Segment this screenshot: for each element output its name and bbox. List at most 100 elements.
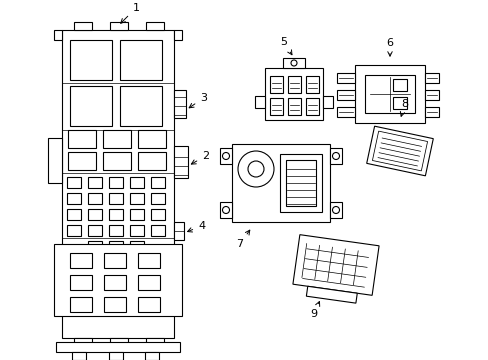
Bar bbox=[67, 177, 81, 188]
Bar bbox=[130, 241, 143, 252]
Bar bbox=[103, 130, 131, 148]
Bar bbox=[269, 98, 283, 115]
FancyArrowPatch shape bbox=[306, 249, 368, 257]
Text: 8: 8 bbox=[400, 99, 408, 116]
Bar bbox=[70, 40, 112, 80]
Circle shape bbox=[290, 60, 296, 66]
Bar bbox=[109, 241, 123, 252]
Bar bbox=[336, 90, 354, 100]
Bar bbox=[138, 130, 165, 148]
Bar bbox=[329, 202, 341, 218]
Bar bbox=[392, 79, 406, 91]
Bar bbox=[74, 338, 92, 346]
Bar bbox=[366, 126, 432, 176]
Circle shape bbox=[332, 153, 339, 159]
Bar bbox=[109, 193, 123, 204]
Text: 7: 7 bbox=[236, 230, 249, 249]
FancyArrowPatch shape bbox=[302, 279, 364, 287]
Circle shape bbox=[247, 161, 264, 177]
Text: 1: 1 bbox=[121, 3, 139, 23]
Bar bbox=[285, 160, 315, 206]
Bar bbox=[336, 107, 354, 117]
Bar bbox=[88, 209, 102, 220]
Text: 6: 6 bbox=[386, 38, 393, 56]
Text: 3: 3 bbox=[189, 93, 206, 108]
Bar bbox=[174, 90, 185, 118]
FancyArrowPatch shape bbox=[378, 153, 418, 161]
Bar bbox=[130, 225, 143, 236]
Bar bbox=[130, 193, 143, 204]
Circle shape bbox=[222, 153, 229, 159]
Bar bbox=[110, 338, 128, 346]
Bar bbox=[392, 97, 406, 109]
Bar bbox=[231, 144, 329, 222]
Bar bbox=[283, 58, 305, 68]
Bar bbox=[146, 22, 163, 30]
Bar bbox=[120, 40, 162, 80]
FancyArrowPatch shape bbox=[327, 247, 332, 281]
Bar bbox=[174, 222, 183, 240]
Bar bbox=[48, 138, 62, 183]
Bar bbox=[70, 86, 112, 126]
Bar bbox=[104, 275, 126, 290]
Text: 2: 2 bbox=[191, 151, 209, 164]
Bar bbox=[109, 177, 123, 188]
Bar bbox=[138, 275, 160, 290]
Bar bbox=[145, 352, 159, 360]
Bar bbox=[67, 193, 81, 204]
Bar bbox=[62, 30, 174, 338]
Bar bbox=[130, 177, 143, 188]
Bar bbox=[323, 96, 332, 108]
FancyArrowPatch shape bbox=[381, 138, 421, 147]
Bar bbox=[68, 152, 96, 170]
Bar bbox=[264, 68, 323, 120]
FancyArrowPatch shape bbox=[301, 243, 306, 278]
Bar bbox=[220, 148, 231, 164]
Bar bbox=[109, 352, 123, 360]
Bar bbox=[88, 177, 102, 188]
Text: 4: 4 bbox=[187, 221, 204, 232]
Bar bbox=[67, 209, 81, 220]
Text: 9: 9 bbox=[310, 302, 319, 319]
Bar bbox=[424, 90, 438, 100]
Bar bbox=[292, 235, 378, 295]
Bar bbox=[364, 75, 414, 113]
Bar bbox=[54, 244, 182, 316]
Bar bbox=[287, 98, 301, 115]
Bar bbox=[67, 225, 81, 236]
Bar bbox=[329, 148, 341, 164]
Bar bbox=[220, 202, 231, 218]
Bar bbox=[146, 338, 163, 346]
FancyArrowPatch shape bbox=[340, 249, 345, 283]
Bar bbox=[424, 107, 438, 117]
FancyArrowPatch shape bbox=[377, 158, 417, 166]
Bar bbox=[174, 146, 187, 178]
Bar bbox=[254, 96, 264, 108]
FancyArrowPatch shape bbox=[304, 269, 365, 277]
Bar bbox=[269, 76, 283, 93]
Bar bbox=[104, 297, 126, 312]
Bar bbox=[103, 152, 131, 170]
Circle shape bbox=[222, 207, 229, 213]
Bar bbox=[138, 253, 160, 268]
Bar bbox=[104, 253, 126, 268]
Bar bbox=[305, 76, 318, 93]
Bar bbox=[280, 154, 321, 212]
Bar bbox=[109, 225, 123, 236]
Text: 5: 5 bbox=[280, 37, 291, 55]
Bar bbox=[424, 73, 438, 83]
Bar bbox=[306, 286, 357, 303]
Bar bbox=[56, 342, 180, 352]
Bar bbox=[151, 177, 164, 188]
Bar bbox=[151, 209, 164, 220]
Bar bbox=[287, 76, 301, 93]
Bar bbox=[70, 275, 92, 290]
Circle shape bbox=[238, 151, 273, 187]
Bar bbox=[138, 152, 165, 170]
FancyArrowPatch shape bbox=[353, 251, 358, 285]
FancyArrowPatch shape bbox=[305, 259, 366, 267]
Bar bbox=[336, 73, 354, 83]
Bar bbox=[88, 193, 102, 204]
Bar bbox=[72, 352, 86, 360]
Bar bbox=[130, 209, 143, 220]
